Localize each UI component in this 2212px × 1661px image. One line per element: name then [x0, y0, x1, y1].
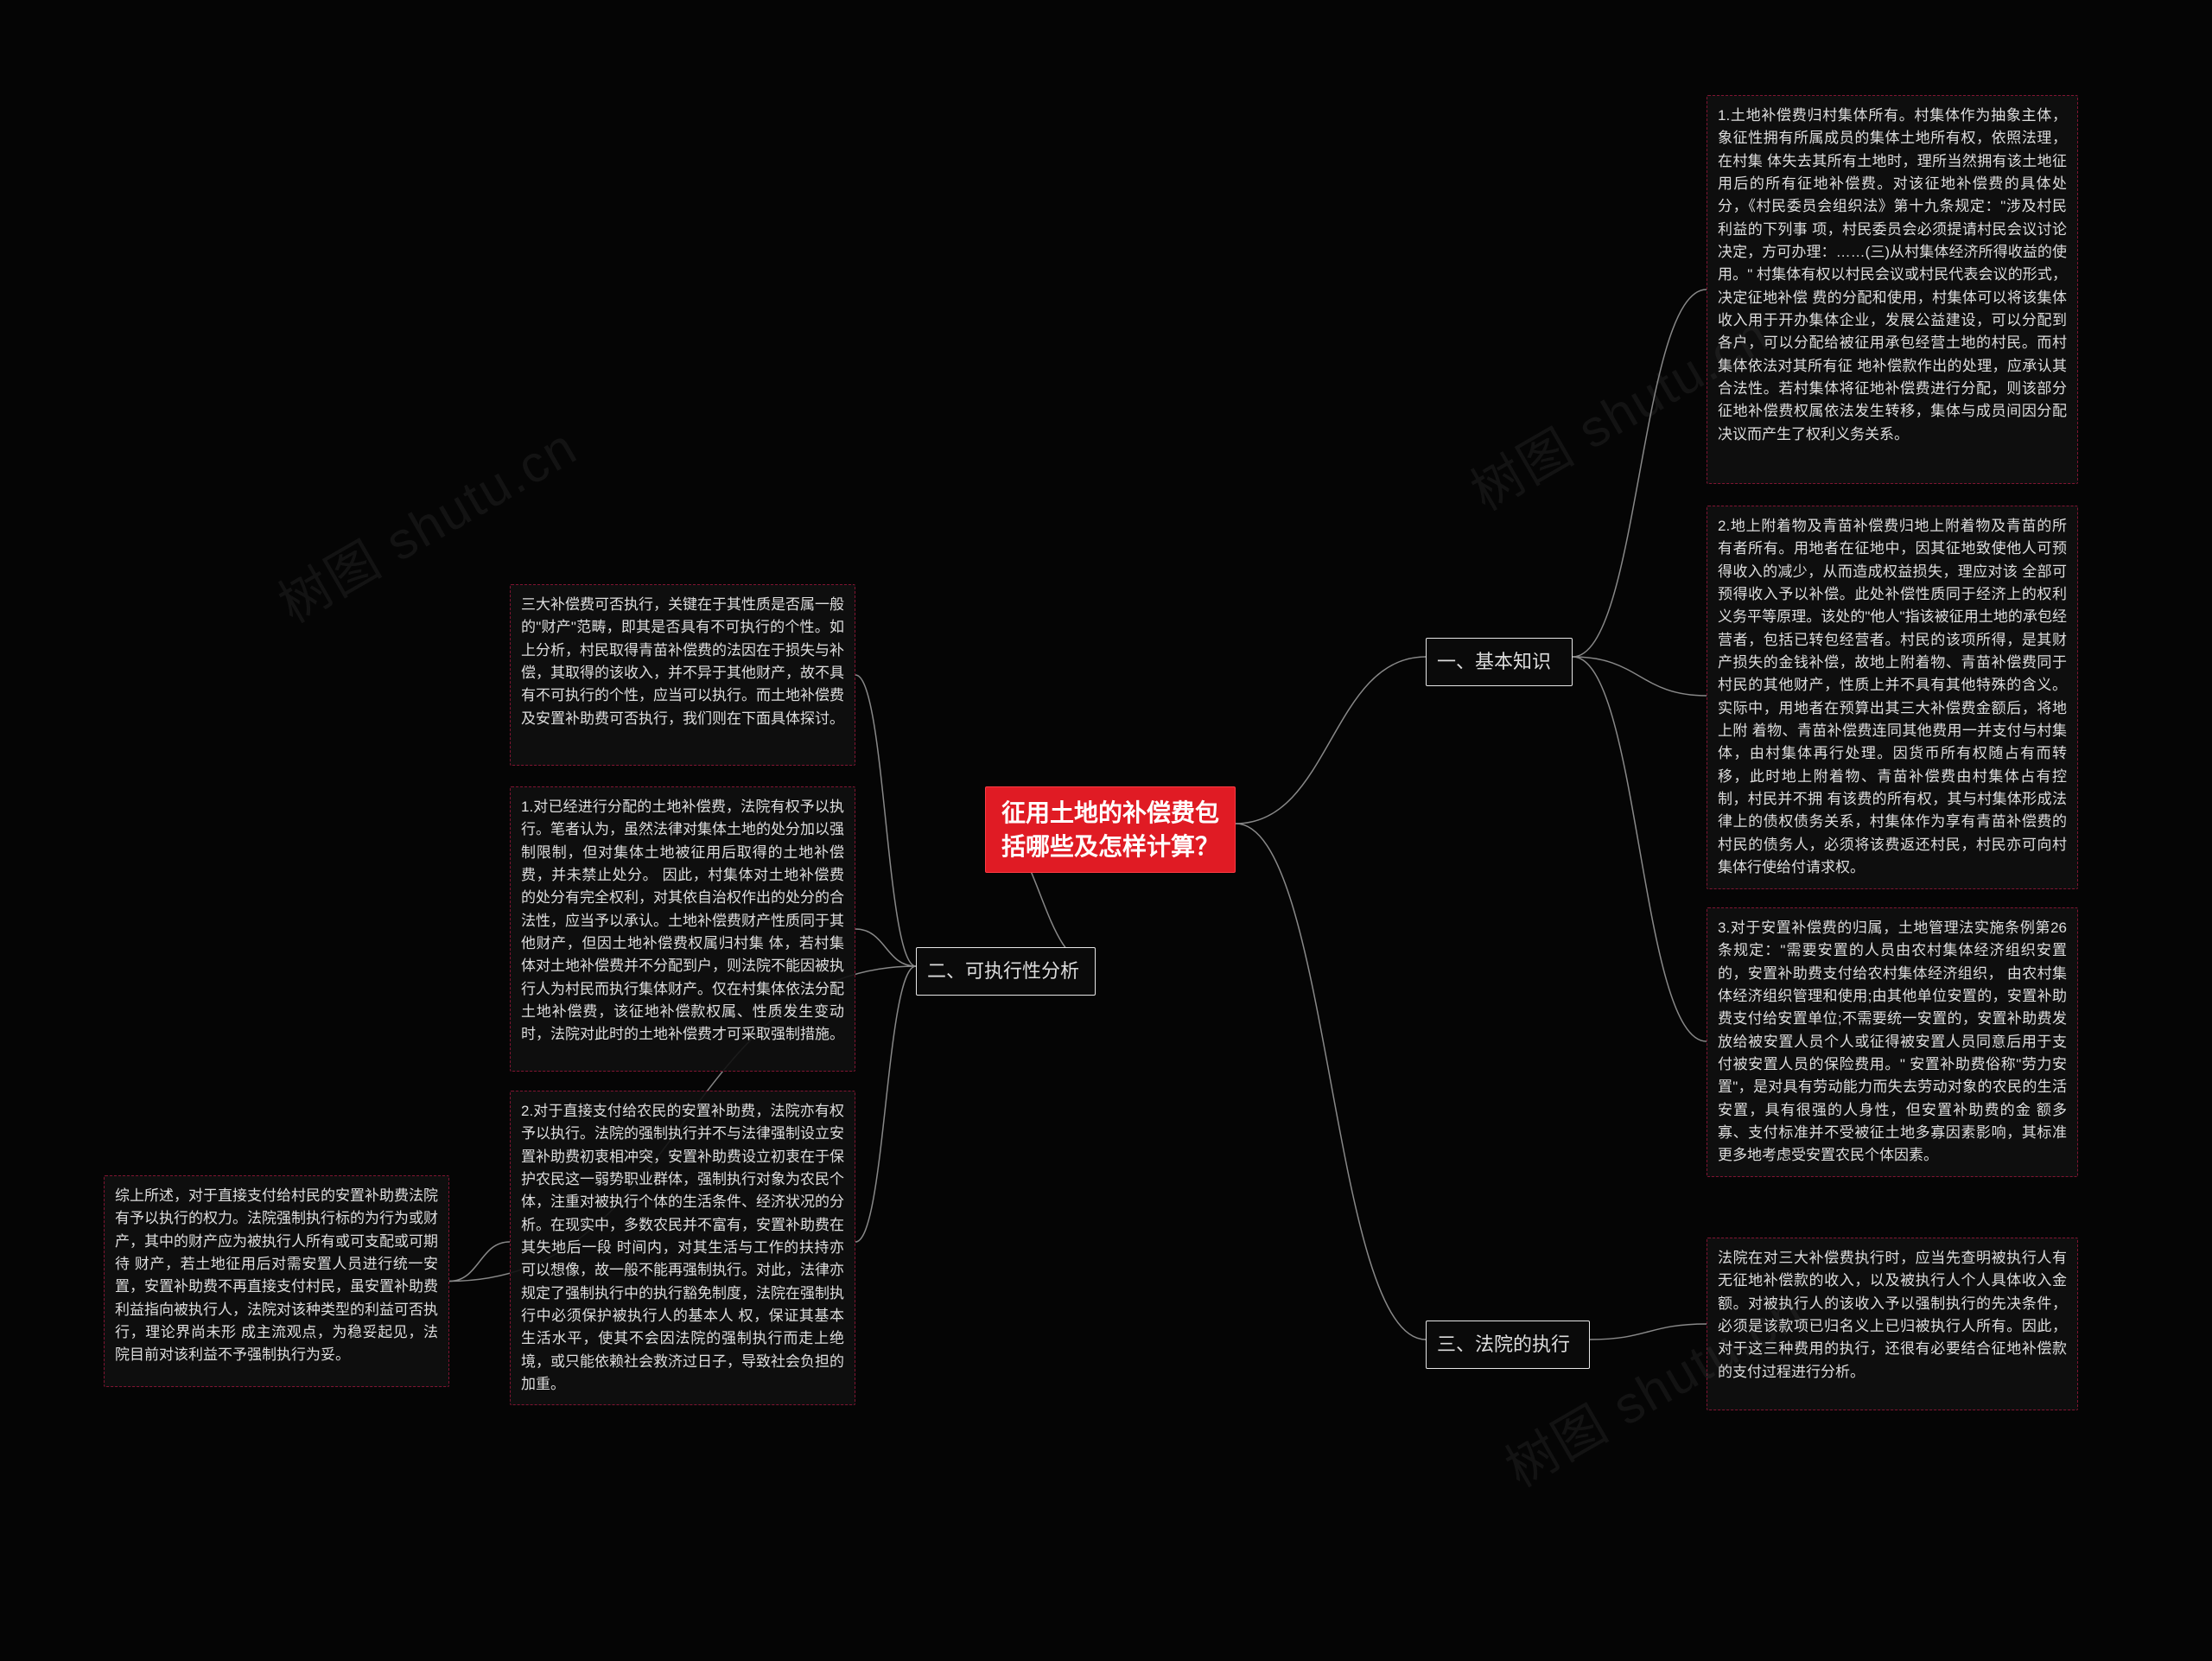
- leaf-node-b2l3[interactable]: 2.对于直接支付给农民的安置补助费，法院亦有权予以执行。法院的强制执行并不与法律…: [510, 1091, 855, 1405]
- connector: [855, 929, 916, 966]
- branch-node-b1[interactable]: 一、基本知识: [1426, 638, 1573, 686]
- connector: [1573, 290, 1707, 657]
- leaf-node-b2l1[interactable]: 三大补偿费可否执行，关键在于其性质是否属一般的"财产"范畴，即其是否具有不可执行…: [510, 584, 855, 766]
- branch-node-b3[interactable]: 三、法院的执行: [1426, 1321, 1590, 1369]
- connector: [1236, 824, 1426, 1340]
- leaf-node-b1l3[interactable]: 3.对于安置补偿费的归属，土地管理法实施条例第26条规定："需要安置的人员由农村…: [1707, 907, 2078, 1177]
- connector: [1573, 657, 1707, 696]
- mindmap-canvas: 征用土地的补偿费包括哪些及怎样计算？ 一、基本知识 1.土地补偿费归村集体所有。村集…: [0, 0, 2212, 1661]
- leaf-node-b3l1[interactable]: 法院在对三大补偿费执行时，应当先查明被执行人有无征地补偿款的收入，以及被执行人个…: [1707, 1238, 2078, 1410]
- leaf-node-b2l2[interactable]: 1.对已经进行分配的土地补偿费，法院有权予以执行。笔者认为，虽然法律对集体土地的…: [510, 786, 855, 1072]
- connector: [1590, 1324, 1707, 1340]
- leaf-node-b2l4[interactable]: 综上所述，对于直接支付给村民的安置补助费法院有予以执行的权力。法院强制执行标的为…: [104, 1175, 449, 1387]
- leaf-node-b1l2[interactable]: 2.地上附着物及青苗补偿费归地上附着物及青苗的所有者所有。用地者在征地中，因其征…: [1707, 506, 2078, 889]
- connector: [449, 1242, 510, 1282]
- connector: [1236, 657, 1426, 824]
- connector: [855, 966, 916, 1242]
- connector: [1573, 657, 1707, 1041]
- connector: [855, 675, 916, 966]
- leaf-node-b1l1[interactable]: 1.土地补偿费归村集体所有。村集体作为抽象主体，象征性拥有所属成员的集体土地所有…: [1707, 95, 2078, 484]
- center-node[interactable]: 征用土地的补偿费包括哪些及怎样计算？: [985, 786, 1236, 873]
- branch-node-b2[interactable]: 二、可执行性分析: [916, 947, 1096, 996]
